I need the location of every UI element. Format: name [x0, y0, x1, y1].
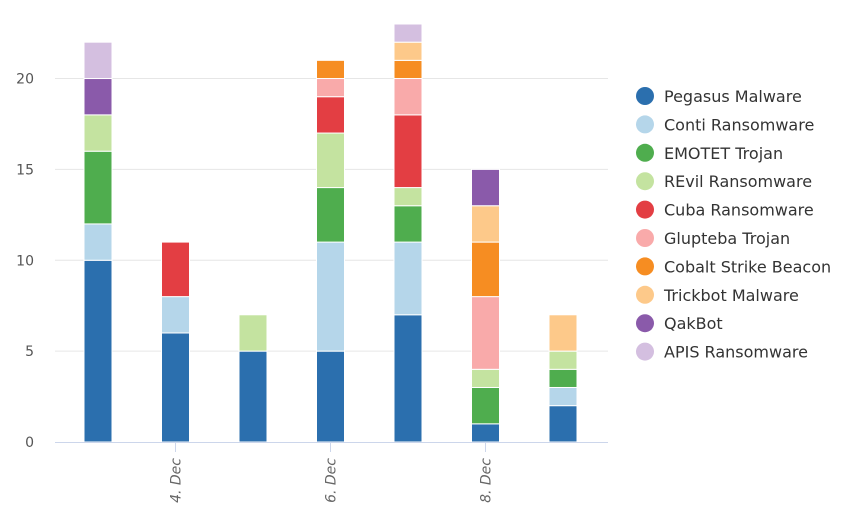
y-tick-label: 5 [25, 344, 34, 360]
bar-segment [316, 132, 345, 189]
x-tick-label: 6. Dec [324, 458, 340, 503]
y-tick-label: 0 [25, 435, 34, 451]
bar-segment [161, 241, 190, 298]
legend-label: Pegasus Malware [664, 87, 802, 106]
legend-item: Cobalt Strike Beacon [636, 257, 831, 276]
y-tick-label: 10 [16, 253, 34, 269]
bar-segment [393, 314, 423, 443]
bar-segment [548, 405, 578, 443]
bar-segment [471, 423, 500, 443]
legend-label: Cuba Ransomware [664, 201, 814, 220]
bar-segment [316, 350, 345, 443]
legend-label: Cobalt Strike Beacon [664, 257, 831, 276]
bar-segment [83, 78, 113, 116]
legend-label: Conti Ransomware [664, 115, 814, 134]
legend-marker [636, 115, 654, 134]
bar-segment [83, 41, 113, 80]
legend-item: Conti Ransomware [636, 115, 814, 134]
legend: Pegasus Malware Conti Ransomware EMOTET Tr… [636, 87, 831, 362]
bar-segment [393, 187, 423, 207]
bar-segment [471, 386, 500, 425]
bar-segment [393, 59, 423, 80]
bar-segment [471, 168, 500, 207]
y-tick-label: 20 [16, 72, 34, 88]
bar-segment [161, 332, 190, 443]
legend-label: Trickbot Malware [663, 286, 799, 305]
bar-segment [161, 296, 190, 334]
legend-marker [636, 200, 654, 219]
bar-segment [316, 59, 345, 80]
bar-segment [316, 241, 345, 352]
bar-segment [83, 259, 113, 443]
bar-segment [83, 114, 113, 152]
legend-item: REvil Ransomware [636, 172, 812, 191]
bar-segment [316, 96, 345, 134]
bar-segment [471, 368, 500, 388]
legend-label: REvil Ransomware [664, 172, 812, 191]
bar-segment [238, 350, 268, 443]
legend-label: EMOTET Trojan [664, 144, 783, 163]
bar-segment [548, 314, 578, 352]
bar-segment [393, 205, 423, 243]
bar-segment [548, 368, 578, 388]
legend-label: Glupteba Trojan [664, 229, 790, 248]
legend-item: QakBot [636, 314, 723, 333]
legend-marker [636, 285, 654, 304]
bar-segment [471, 241, 500, 298]
legend-label: QakBot [664, 314, 723, 333]
legend-item: Glupteba Trojan [636, 229, 790, 248]
legend-marker [636, 342, 654, 361]
bar-segment [393, 23, 423, 43]
bar-segment [471, 205, 500, 243]
legend-marker [636, 229, 654, 247]
x-tick-label: 8. Dec [479, 458, 495, 503]
bar-segment [83, 150, 113, 225]
bars [83, 23, 578, 443]
legend-label: APIS Ransomware [664, 343, 808, 362]
legend-item: Trickbot Malware [636, 285, 799, 305]
bar-segment [238, 314, 268, 352]
bar-segment [393, 41, 423, 61]
legend-item: Cuba Ransomware [636, 200, 814, 220]
legend-item: EMOTET Trojan [636, 143, 783, 163]
legend-item: Pegasus Malware [636, 87, 802, 106]
bar-segment [548, 350, 578, 370]
bar-segment [393, 241, 423, 316]
legend-marker [636, 257, 654, 276]
bar-segment [393, 114, 423, 189]
legend-marker [636, 172, 654, 191]
y-tick-label: 15 [16, 162, 34, 178]
bar-segment [393, 78, 423, 116]
legend-marker [636, 314, 654, 333]
bar-segment [471, 296, 500, 370]
legend-marker [636, 87, 654, 105]
legend-marker [636, 143, 654, 162]
bar-segment [316, 187, 345, 243]
bar-segment [316, 78, 345, 98]
bar-segment [548, 386, 578, 407]
legend-item: APIS Ransomware [636, 342, 808, 362]
x-tick-label: 4. Dec [169, 458, 185, 503]
bar-segment [83, 223, 113, 261]
